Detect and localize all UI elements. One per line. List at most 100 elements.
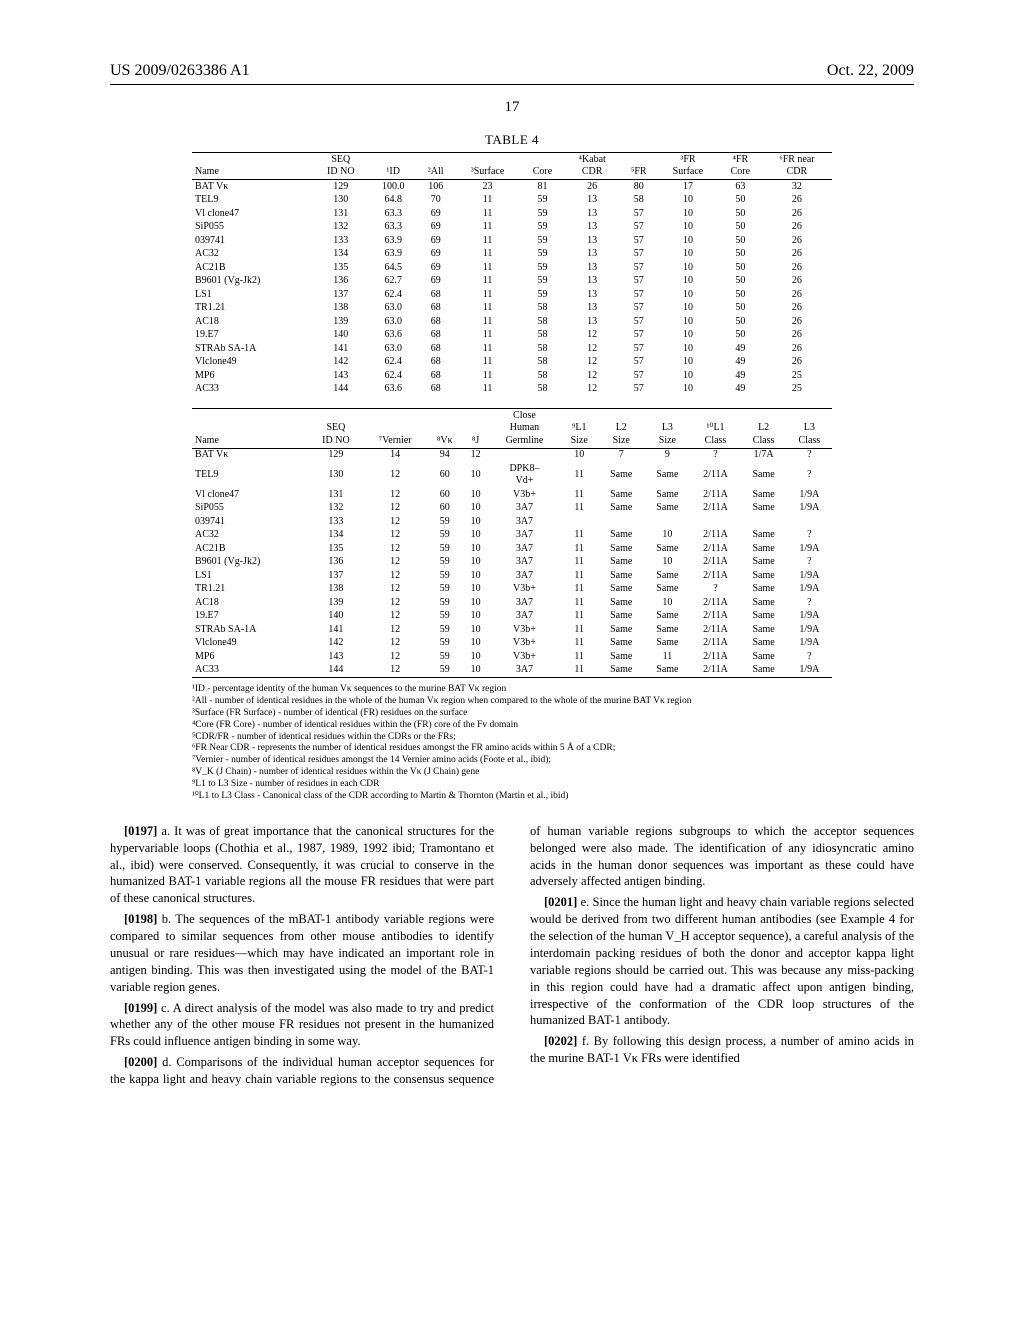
table-cell: 144 [309, 664, 364, 678]
table-cell: 25 [762, 369, 832, 383]
table-cell: 64.8 [369, 194, 417, 208]
table-cell: 2/11A [690, 502, 740, 516]
table-cell: 63.6 [369, 329, 417, 343]
table-cell: 9 [644, 448, 690, 462]
table-row: 0397411331259103A7 [192, 515, 832, 529]
table-cell: 11 [454, 383, 521, 397]
table-cell: 59 [427, 637, 463, 651]
table-cell: 12 [363, 488, 427, 502]
table-cell: 1/9A [787, 583, 832, 597]
table-cell: 50 [719, 248, 762, 262]
table-cell: 58 [620, 194, 657, 208]
table-cell: 69 [417, 207, 454, 221]
column-header: SEQID NO [312, 153, 369, 180]
table-cell: 138 [309, 583, 364, 597]
table-cell: Same [741, 650, 787, 664]
table-cell: SiP055 [192, 221, 312, 235]
table-cell: 106 [417, 180, 454, 194]
table-cell: 26 [762, 302, 832, 316]
table-cell [489, 448, 561, 462]
table-cell: 26 [762, 261, 832, 275]
table-cell: 142 [309, 637, 364, 651]
table-cell: 59 [521, 261, 564, 275]
table-cell: 26 [762, 356, 832, 370]
table-cell: 12 [363, 596, 427, 610]
table-cell: 81 [521, 180, 564, 194]
table-cell: 11 [454, 234, 521, 248]
column-header: Core [521, 153, 564, 180]
table-cell: 10 [463, 583, 489, 597]
table-cell: Same [741, 623, 787, 637]
table-cell: 63.3 [369, 221, 417, 235]
table-cell: 135 [309, 542, 364, 556]
table-cell: 59 [521, 207, 564, 221]
footnote: ¹⁰L1 to L3 Class - Canonical class of th… [192, 791, 832, 803]
table-cell: 12 [363, 569, 427, 583]
table-cell: 12 [363, 610, 427, 624]
table-cell: 11 [454, 248, 521, 262]
table-cell: 13 [564, 288, 620, 302]
table-cell: Vl clone47 [192, 207, 312, 221]
table-cell: Same [644, 488, 690, 502]
table-cell: 58 [521, 315, 564, 329]
table-cell: Same [644, 502, 690, 516]
table-cell: 59 [427, 569, 463, 583]
table-cell: 57 [620, 275, 657, 289]
table-cell: 3A7 [489, 664, 561, 678]
table-cell: 134 [309, 529, 364, 543]
table-cell: 11 [560, 488, 598, 502]
table-cell: MP6 [192, 650, 309, 664]
table-cell: 12 [363, 664, 427, 678]
table-cell: 11 [454, 194, 521, 208]
table-cell: 12 [363, 515, 427, 529]
table-row: AC331441259103A711SameSame2/11ASame1/9A [192, 664, 832, 678]
table-cell [690, 515, 740, 529]
table-cell: 11 [560, 556, 598, 570]
table-cell: 1/9A [787, 637, 832, 651]
table-cell: 12 [363, 650, 427, 664]
table-cell: 60 [427, 462, 463, 488]
table-cell: LS1 [192, 569, 309, 583]
table-cell: 140 [309, 610, 364, 624]
table-cell: ? [787, 529, 832, 543]
table-cell: Same [598, 610, 644, 624]
table-cell: STRAb SA-1A [192, 342, 312, 356]
table-cell: 57 [620, 288, 657, 302]
column-header: ⁶FR nearCDR [762, 153, 832, 180]
table-cell: Same [598, 583, 644, 597]
table-cell: 68 [417, 288, 454, 302]
table-cell: 10 [657, 315, 719, 329]
table-cell: AC33 [192, 664, 309, 678]
table-cell: 11 [454, 369, 521, 383]
table-cell: 134 [312, 248, 369, 262]
table-cell: 10 [657, 248, 719, 262]
column-header: ⁸Vκ [427, 409, 463, 449]
table-cell: 57 [620, 221, 657, 235]
column-header: L2Class [741, 409, 787, 449]
table-cell: TR1.21 [192, 583, 309, 597]
table-cell: 63.0 [369, 302, 417, 316]
table-cell: 039741 [192, 234, 312, 248]
column-header: ⁴FRCore [719, 153, 762, 180]
table-cell: 26 [762, 234, 832, 248]
table-cell: SiP055 [192, 502, 309, 516]
table-cell: 3A7 [489, 556, 561, 570]
column-header: ¹ID [369, 153, 417, 180]
table-cell: 69 [417, 248, 454, 262]
table-row: TR1.2113863.06811581357105026 [192, 302, 832, 316]
table-cell: 3A7 [489, 610, 561, 624]
table-cell: 26 [762, 329, 832, 343]
table-cell: 11 [454, 356, 521, 370]
table-cell: 49 [719, 356, 762, 370]
table-cell: 10 [657, 221, 719, 235]
table-cell: 62.4 [369, 288, 417, 302]
table-cell: 11 [454, 315, 521, 329]
table-cell: 94 [427, 448, 463, 462]
table-cell: Same [644, 462, 690, 488]
table-cell: 26 [564, 180, 620, 194]
table-cell: 19.E7 [192, 329, 312, 343]
table-cell: STRAb SA-1A [192, 623, 309, 637]
column-header: ¹⁰L1Class [690, 409, 740, 449]
table-cell: 60 [427, 488, 463, 502]
table-cell: 3A7 [489, 542, 561, 556]
